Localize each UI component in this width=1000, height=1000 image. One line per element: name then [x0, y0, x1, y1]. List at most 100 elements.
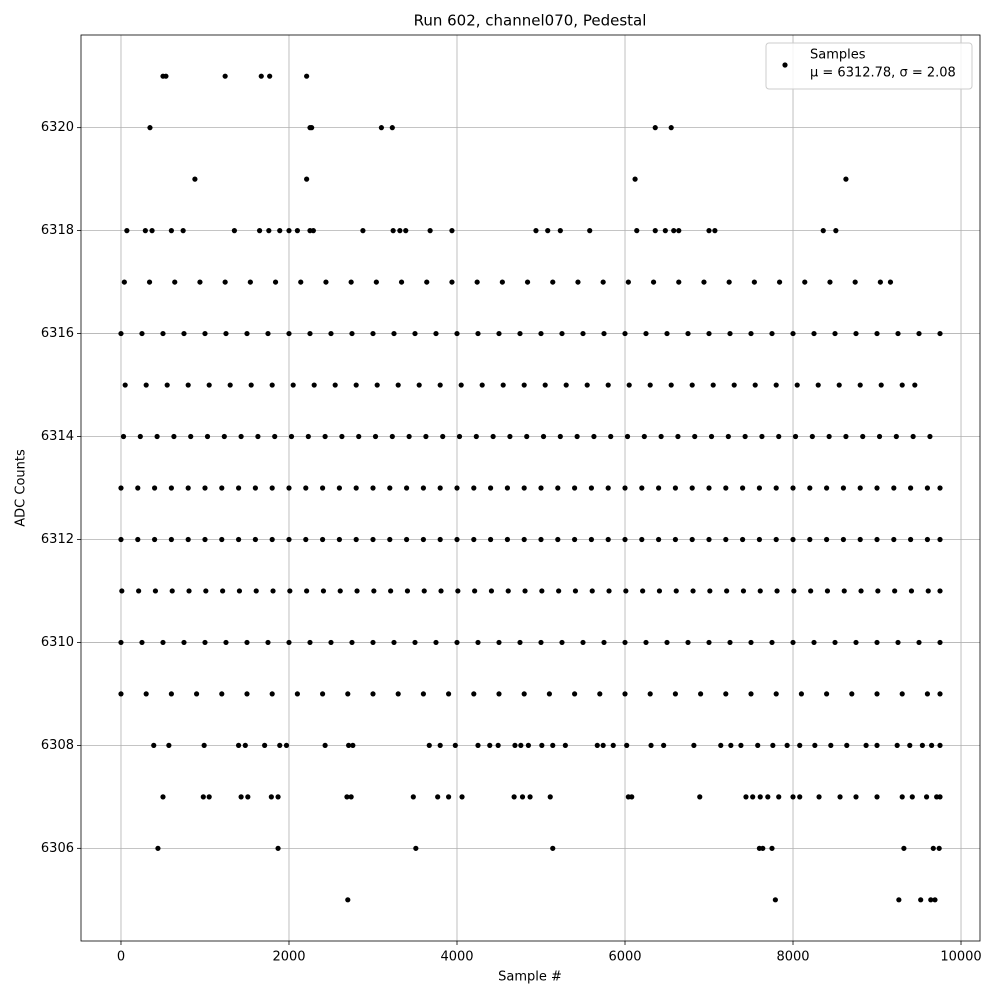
- point: [600, 742, 606, 748]
- point: [345, 897, 351, 903]
- point: [238, 433, 244, 440]
- point: [323, 279, 329, 285]
- legend-box: [765, 42, 973, 90]
- point: [538, 639, 544, 646]
- point: [235, 742, 242, 748]
- point: [539, 588, 545, 594]
- point: [275, 794, 281, 800]
- point: [874, 691, 880, 697]
- point: [346, 742, 352, 748]
- point: [743, 794, 749, 800]
- point: [728, 742, 734, 748]
- point: [601, 330, 607, 337]
- point: [135, 485, 141, 491]
- point: [891, 485, 897, 491]
- point: [421, 588, 427, 594]
- point: [748, 691, 754, 697]
- point: [874, 330, 880, 337]
- point: [304, 588, 310, 594]
- point: [164, 382, 170, 388]
- point: [712, 228, 718, 234]
- point: [455, 588, 461, 594]
- point: [270, 588, 276, 594]
- point: [792, 433, 799, 440]
- point: [202, 536, 208, 543]
- point: [490, 433, 496, 440]
- point: [647, 382, 653, 388]
- point: [600, 279, 606, 285]
- point: [932, 897, 938, 903]
- point: [924, 485, 931, 491]
- point: [139, 330, 145, 337]
- point: [770, 742, 776, 748]
- point: [119, 588, 125, 594]
- point: [652, 228, 658, 234]
- plot-frame: [80, 34, 981, 942]
- y-tick-label: 6320: [41, 120, 74, 135]
- point: [772, 897, 778, 903]
- point: [389, 433, 395, 440]
- point: [725, 433, 731, 440]
- point: [755, 742, 761, 748]
- point: [689, 485, 695, 491]
- point: [219, 691, 225, 697]
- point: [438, 588, 444, 594]
- point: [185, 485, 191, 491]
- y-tick-label: 6314: [41, 429, 74, 444]
- point: [151, 536, 158, 543]
- point: [629, 794, 635, 800]
- point: [188, 433, 194, 440]
- point: [319, 485, 326, 491]
- point: [878, 382, 884, 388]
- point: [266, 228, 272, 234]
- point: [572, 536, 578, 543]
- point: [238, 794, 244, 800]
- point: [811, 639, 817, 646]
- point: [236, 588, 243, 594]
- point: [790, 794, 796, 800]
- point: [676, 228, 682, 234]
- point: [137, 433, 143, 440]
- point: [740, 485, 746, 491]
- point: [710, 382, 716, 388]
- y-axis-label: ADC Counts: [14, 449, 29, 527]
- point: [923, 794, 930, 800]
- point: [685, 330, 691, 337]
- point: [305, 433, 311, 440]
- point: [774, 588, 780, 594]
- point: [542, 382, 548, 388]
- point: [925, 588, 931, 594]
- point: [143, 691, 149, 697]
- point: [303, 536, 309, 543]
- point: [731, 382, 737, 388]
- point: [303, 485, 309, 491]
- point: [223, 330, 229, 337]
- point: [773, 382, 779, 388]
- point: [269, 691, 275, 697]
- point: [435, 794, 441, 800]
- point: [416, 382, 422, 388]
- point: [258, 73, 264, 79]
- point: [219, 536, 225, 543]
- point: [929, 742, 935, 748]
- point: [244, 330, 250, 337]
- point: [802, 279, 808, 285]
- point: [912, 382, 918, 388]
- point: [348, 279, 354, 285]
- point: [580, 330, 586, 337]
- point: [557, 433, 563, 440]
- point: [927, 433, 933, 440]
- point: [858, 588, 864, 594]
- point: [623, 588, 629, 594]
- point: [832, 330, 838, 337]
- point: [253, 588, 259, 594]
- point: [550, 742, 556, 748]
- point: [169, 588, 175, 594]
- point: [118, 691, 124, 697]
- y-tick-label: 6308: [41, 738, 74, 753]
- point: [840, 485, 847, 491]
- point: [272, 433, 278, 440]
- point: [748, 639, 754, 646]
- point: [672, 536, 679, 543]
- point: [269, 382, 275, 388]
